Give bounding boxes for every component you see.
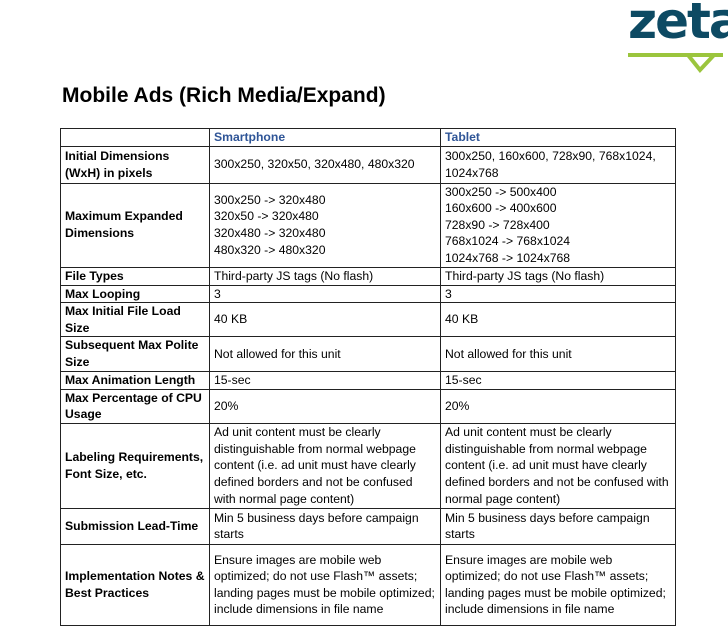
tablet-cell: 40 KB	[440, 302, 676, 338]
smartphone-cell: Not allowed for this unit	[209, 336, 441, 372]
table-row: Labeling Requirements, Font Size, etc. Ad…	[60, 422, 676, 509]
table-row: Initial Dimensions (WxH) in pixels 300x25…	[60, 145, 676, 184]
cell-line: Not allowed for this unit	[445, 346, 572, 361]
cell-line: 3	[445, 286, 452, 301]
cell-line: 15-sec	[214, 372, 251, 387]
row-label: Subsequent Max Polite Size	[60, 336, 210, 372]
cell-line: Min 5 business days before campaign star…	[445, 510, 650, 542]
row-label: Max Initial File Load Size	[60, 302, 210, 338]
table-row: Implementation Notes & Best Practices Ens…	[60, 543, 676, 626]
tablet-cell: Not allowed for this unit	[440, 336, 676, 372]
page-title: Mobile Ads (Rich Media/Expand)	[62, 84, 386, 107]
smartphone-cell: Ensure images are mobile web optimized; …	[209, 543, 441, 626]
tablet-cell: 20%	[440, 388, 676, 424]
cell-line: 480x320 -> 480x320	[214, 242, 326, 257]
smartphone-cell: 15-sec	[209, 370, 441, 390]
table-row: Max Looping 3 3	[60, 284, 676, 304]
tablet-cell: 3	[440, 284, 676, 304]
cell-line: Ensure images are mobile web optimized; …	[445, 552, 666, 617]
tablet-cell: Third-party JS tags (No flash)	[440, 266, 676, 286]
row-label: Max Animation Length	[60, 370, 210, 390]
cell-line: 20%	[445, 398, 470, 413]
header-smartphone: Smartphone	[209, 128, 441, 147]
zeta-logo: zeta	[628, 0, 728, 74]
tablet-cell: Ensure images are mobile web optimized; …	[440, 543, 676, 626]
tablet-cell: 300x250, 160x600, 728x90, 768x1024, 1024x…	[440, 145, 676, 184]
row-label: File Types	[60, 266, 210, 286]
cell-line: Not allowed for this unit	[214, 346, 341, 361]
row-label: Maximum Expanded Dimensions	[60, 182, 210, 268]
smartphone-cell: 300x250 -> 320x480 320x50 -> 320x480 320x4…	[209, 182, 441, 268]
smartphone-cell: Third-party JS tags (No flash)	[209, 266, 441, 286]
smartphone-cell: 300x250, 320x50, 320x480, 480x320	[209, 145, 441, 184]
tablet-cell: Min 5 business days before campaign star…	[440, 507, 676, 545]
logo-underline-icon	[628, 53, 723, 74]
cell-line: 300x250, 160x600, 728x90, 768x1024,	[445, 149, 656, 163]
specs-table: Smartphone Tablet Initial Dimensions (Wx…	[60, 128, 676, 626]
row-label: Submission Lead-Time	[60, 507, 210, 545]
header-tablet: Tablet	[440, 128, 676, 147]
table-row: Subsequent Max Polite Size Not allowed fo…	[60, 336, 676, 372]
cell-line: Ensure images are mobile web optimized; …	[214, 552, 435, 617]
cell-line: Ad unit content must be clearly distingu…	[445, 425, 669, 506]
tablet-cell: 15-sec	[440, 370, 676, 390]
smartphone-cell: 20%	[209, 388, 441, 424]
row-label: Max Percentage of CPU Usage	[60, 388, 210, 424]
table-row: Maximum Expanded Dimensions 300x250 -> 32…	[60, 182, 676, 268]
tablet-cell: Ad unit content must be clearly distingu…	[440, 422, 676, 509]
cell-line: 300x250 -> 320x480	[214, 192, 326, 207]
table-row: File Types Third-party JS tags (No flash)…	[60, 266, 676, 286]
table-row: Max Initial File Load Size 40 KB 40 KB	[60, 302, 676, 338]
smartphone-cell: Min 5 business days before campaign star…	[209, 507, 441, 545]
tablet-cell: 300x250 -> 500x400 160x600 -> 400x600 728x…	[440, 182, 676, 268]
cell-line: 728x90 -> 728x400	[445, 217, 550, 232]
row-label: Initial Dimensions (WxH) in pixels	[60, 145, 210, 184]
cell-line: 300x250, 320x50, 320x480, 480x320	[214, 157, 415, 172]
cell-line: Third-party JS tags (No flash)	[214, 268, 374, 283]
cell-line: 40 KB	[214, 312, 248, 327]
row-label: Max Looping	[60, 284, 210, 304]
cell-line: 768x1024 -> 768x1024	[445, 234, 571, 249]
table-row: Submission Lead-Time Min 5 business days …	[60, 507, 676, 545]
smartphone-cell: 3	[209, 284, 441, 304]
table-row: Max Percentage of CPU Usage 20% 20%	[60, 388, 676, 424]
cell-line: 300x250 -> 500x400	[445, 184, 557, 199]
cell-line: 1024x768	[445, 165, 499, 180]
logo-text: zeta	[628, 0, 728, 50]
cell-line: Third-party JS tags (No flash)	[445, 268, 605, 283]
table-row: Max Animation Length 15-sec 15-sec	[60, 370, 676, 390]
cell-line: Ad unit content must be clearly distingu…	[214, 425, 416, 506]
smartphone-cell: Ad unit content must be clearly distingu…	[209, 422, 441, 509]
cell-line: Min 5 business days before campaign star…	[214, 510, 419, 542]
row-label: Labeling Requirements, Font Size, etc.	[60, 422, 210, 509]
cell-line: 40 KB	[445, 312, 479, 327]
cell-line: 1024x768 -> 1024x768	[445, 250, 571, 265]
cell-line: 320x50 -> 320x480	[214, 209, 319, 224]
table-header-row: Smartphone Tablet	[60, 128, 676, 147]
cell-line: 15-sec	[445, 372, 482, 387]
smartphone-cell: 40 KB	[209, 302, 441, 338]
cell-line: 3	[214, 286, 221, 301]
cell-line: 160x600 -> 400x600	[445, 201, 557, 216]
row-label: Implementation Notes & Best Practices	[60, 543, 210, 626]
cell-line: 320x480 -> 320x480	[214, 226, 326, 241]
cell-line: 20%	[214, 398, 239, 413]
header-empty	[60, 128, 210, 147]
